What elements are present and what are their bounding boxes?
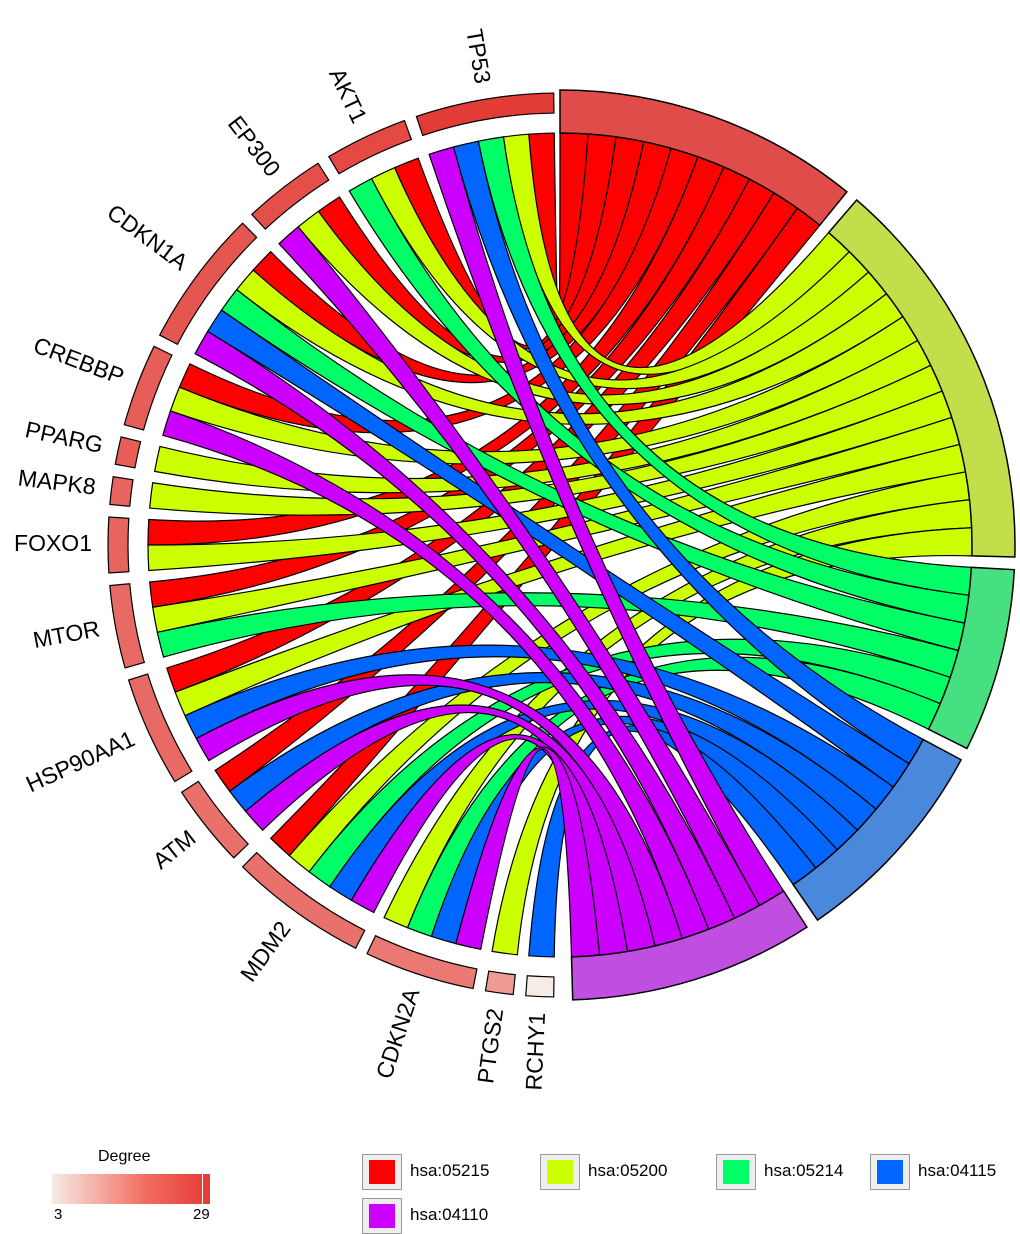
link-hsa-05200-mapk8: [149, 364, 943, 516]
gene-label-ep300: EP300: [223, 111, 286, 182]
legend-swatch-color: [723, 1160, 749, 1184]
legend-swatch-color: [877, 1160, 903, 1184]
chord-diagram: TP53 AKT1 EP300 CDKN1A CREBBP PPARG MAPK8 FOXO1…: [14, 27, 1016, 1091]
gene-label-akt1: AKT1: [324, 64, 372, 127]
gene-sector-cdkn1a: [158, 222, 258, 346]
gene-sector-tp53: [415, 92, 555, 137]
gene-sector-mtor: [109, 583, 146, 669]
degree-tick: [202, 1174, 203, 1204]
legend-swatch: [540, 1154, 580, 1190]
gene-label-foxo1: FOXO1: [14, 530, 92, 556]
legend-label: hsa:05214: [764, 1161, 844, 1180]
gene-label-mapk8: MAPK8: [17, 464, 98, 499]
legend-swatch-color: [369, 1204, 395, 1228]
link-hsa-04110-tp53: [428, 146, 785, 907]
legend-swatch-color: [547, 1160, 573, 1184]
legend-label: hsa:04110: [410, 1205, 489, 1224]
gene-sector-mapk8: [109, 476, 134, 507]
legend-swatch: [362, 1198, 402, 1234]
pathway-sector-hsa-04110: [570, 889, 809, 1001]
pathway-sector-hsa-05214: [927, 566, 1016, 750]
gene-label-rchy1: RCHY1: [521, 1012, 550, 1091]
legend-swatch: [716, 1154, 756, 1190]
gene-label-mdm2: MDM2: [235, 916, 296, 986]
gene-sector-pparg: [114, 436, 142, 469]
gene-label-mtor: MTOR: [31, 615, 102, 653]
link-hsa-05214-akt1: [348, 177, 970, 624]
chord-links: [147, 132, 973, 958]
legend: Degree 3 29 hsa:05215 hsa:05200 hsa:05214 h…: [0, 1140, 1020, 1234]
link-hsa-04110-ep300: [278, 226, 761, 920]
degree-color-bar: [52, 1174, 210, 1204]
gene-sector-atm: [180, 780, 250, 859]
pathway-sector-hsa-05215: [559, 89, 848, 227]
degree-max-label: 29: [193, 1206, 210, 1223]
gene-sector-hsp90aa1: [127, 673, 193, 783]
gene-label-cdkn2a: CDKN2A: [371, 984, 425, 1081]
gene-sector-ep300: [250, 162, 330, 230]
gene-label-hsp90aa1: HSP90AA1: [22, 725, 139, 797]
gene-sector-mdm2: [241, 851, 366, 949]
gene-label-atm: ATM: [148, 825, 201, 875]
link-hsa-04110-cdkn1a: [194, 330, 736, 931]
pathway-sector-hsa-05200: [827, 198, 1016, 558]
gene-label-tp53: TP53: [461, 27, 496, 86]
legend-label: hsa:04115: [918, 1161, 997, 1180]
gene-sector-rchy1: [525, 975, 555, 998]
degree-scale-title: Degree: [98, 1148, 151, 1165]
link-hsa-04110-cdkn2a: [455, 746, 601, 958]
pathway-sector-hsa-04115: [792, 738, 963, 922]
degree-min-label: 3: [54, 1206, 63, 1223]
gene-label-pparg: PPARG: [23, 416, 106, 458]
legend-label: hsa:05200: [588, 1161, 668, 1180]
legend-swatch: [870, 1154, 910, 1190]
gene-label-ptgs2: PTGS2: [472, 1007, 508, 1085]
gene-sector-foxo1: [107, 516, 130, 574]
gene-label-cdkn1a: CDKN1A: [102, 199, 193, 276]
gene-sector-cdkn2a: [366, 934, 478, 990]
pathway-sectors: [559, 89, 1016, 1001]
gene-sector-akt1: [327, 119, 413, 175]
gene-sectors: [107, 92, 555, 998]
legend-swatch-color: [369, 1160, 395, 1184]
legend-swatch: [362, 1154, 402, 1190]
gene-sector-crebbp: [123, 345, 173, 431]
gene-sector-ptgs2: [484, 970, 516, 996]
legend-label: hsa:05215: [410, 1161, 490, 1180]
gene-label-crebbp: CREBBP: [30, 332, 128, 390]
link-hsa-04110-crebbp: [162, 410, 710, 940]
